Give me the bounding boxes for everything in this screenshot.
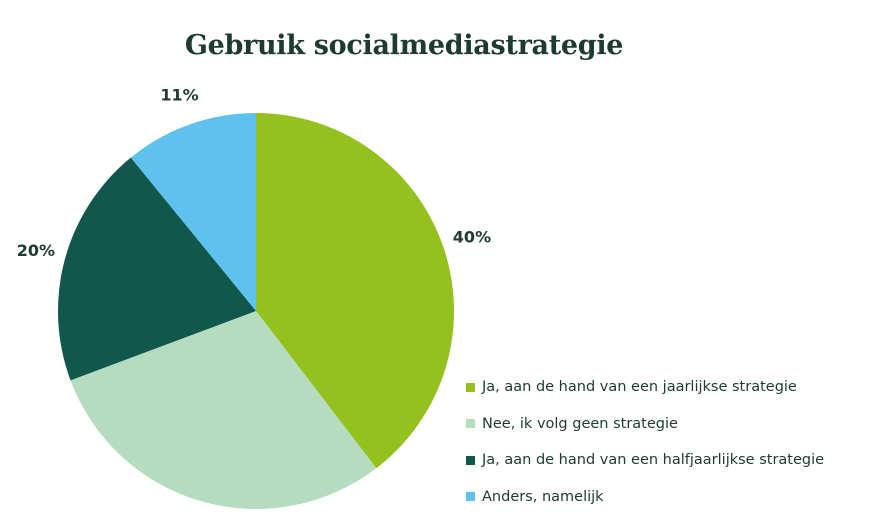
chart-legend: Ja, aan de hand van een jaarlijkse strat… xyxy=(466,369,876,515)
slice-value-label: 20% xyxy=(17,241,55,260)
legend-label: Nee, ik volg geen strategie xyxy=(482,416,678,432)
legend-swatch xyxy=(466,419,475,428)
legend-swatch xyxy=(466,456,475,465)
legend-label: Ja, aan de hand van een halfjaarlijkse s… xyxy=(482,452,824,468)
slice-value-label: 11% xyxy=(160,86,198,105)
legend-item: Nee, ik volg geen strategie xyxy=(466,406,876,443)
legend-item: Ja, aan de hand van een halfjaarlijkse s… xyxy=(466,442,876,479)
legend-swatch xyxy=(466,383,475,392)
legend-item: Ja, aan de hand van een jaarlijkse strat… xyxy=(466,369,876,406)
slice-value-label: 40% xyxy=(453,227,491,246)
legend-label: Anders, namelijk xyxy=(482,489,604,505)
legend-swatch xyxy=(466,492,475,501)
legend-label: Ja, aan de hand van een jaarlijkse strat… xyxy=(482,379,797,395)
legend-item: Anders, namelijk xyxy=(466,479,876,515)
